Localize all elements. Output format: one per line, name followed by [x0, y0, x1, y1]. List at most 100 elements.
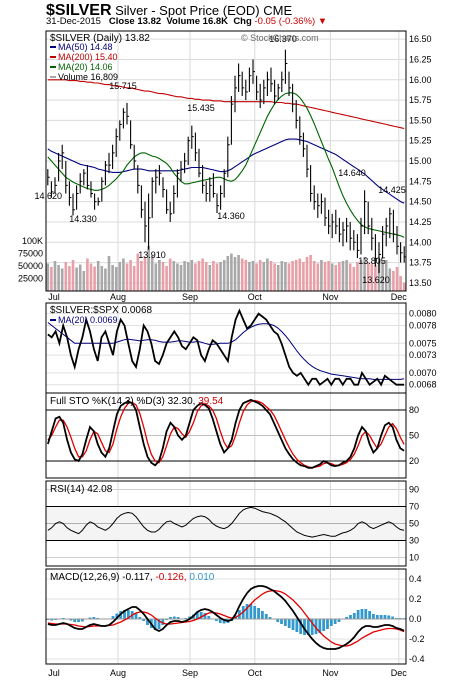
volume-bar: [280, 261, 284, 291]
macd-histogram-bar: [391, 616, 394, 619]
volume-bar: [269, 261, 273, 291]
volume-bar: [237, 255, 240, 291]
ma50-line: [47, 138, 405, 204]
macd-histogram-bar: [372, 614, 375, 619]
close-value: 13.82: [137, 16, 162, 27]
volume-bar: [258, 260, 262, 291]
ratio-panel-title: $SILVER:$SPX 0.0068: [50, 305, 153, 316]
volume-bar: [122, 258, 125, 291]
macd-histogram-bar: [146, 619, 149, 625]
volume-bar: [114, 267, 118, 291]
volume-bar: [204, 262, 208, 291]
macd-histogram-bar: [345, 617, 349, 619]
header-line-1: $SILVER Silver - Spot Price (EOD) CME: [46, 2, 292, 20]
volume-bar: [291, 261, 294, 291]
month-label-bottom: Aug: [110, 668, 126, 678]
macd-histogram-bar: [176, 617, 180, 619]
macd-histogram-bar: [295, 619, 299, 632]
price-annotation: 15.715: [109, 81, 137, 91]
volume-bar: [46, 263, 50, 291]
macd-histogram-bar: [260, 611, 264, 619]
month-label: Aug: [110, 292, 126, 302]
macd-histogram-bar: [257, 608, 260, 619]
volume-bar: [266, 258, 269, 291]
rsi-tick-label: 70: [409, 502, 419, 512]
price-tick-label: 16.00: [409, 75, 432, 85]
volume-bar: [226, 256, 230, 291]
macd-histogram-bar: [303, 619, 306, 635]
macd-histogram-bar: [276, 619, 280, 622]
macd-histogram-bar: [161, 619, 165, 625]
macd-histogram-bar: [73, 619, 77, 622]
volume-bar: [143, 257, 147, 291]
macd-histogram-bar: [379, 615, 383, 619]
volume-bar: [86, 258, 89, 291]
price-panel-title: $SILVER (Daily) 13.82: [50, 33, 150, 44]
volume-bar: [305, 257, 309, 291]
macd-histogram-bar: [283, 619, 287, 626]
macd-histogram-bar: [138, 617, 142, 619]
volume-bar: [312, 261, 316, 291]
macd-histogram-bar: [115, 613, 119, 619]
volume-bar: [183, 261, 186, 291]
price-legend-item: MA(20) 14.06: [58, 62, 113, 72]
volume-bar: [129, 260, 132, 291]
ratio-line: [47, 308, 405, 387]
volume-bar: [341, 261, 345, 291]
macd-histogram-bar: [195, 612, 199, 619]
price-tick-label: 15.75: [409, 95, 432, 105]
volume-bar: [60, 268, 64, 291]
macd-histogram-bar: [356, 610, 360, 619]
macd-histogram-bar: [360, 609, 364, 619]
volume-bar: [251, 261, 255, 291]
ratio-ma20-line: [47, 322, 405, 380]
volume-bar: [370, 263, 374, 291]
volume-bar: [208, 265, 212, 291]
volume-bar: [302, 262, 305, 291]
volume-bar: [248, 262, 251, 291]
volume-bar: [345, 260, 348, 291]
price-panel-frame: [45, 30, 407, 292]
macd-histogram-bar: [203, 613, 207, 619]
price-tick-label: 13.50: [409, 278, 432, 288]
volume-bar: [298, 258, 302, 291]
volume-bar: [399, 276, 402, 291]
price-annotation: 14.620: [34, 191, 62, 201]
rsi-tick-label: 90: [409, 485, 419, 495]
macd-histogram-bar: [153, 619, 157, 630]
ratio-tick-label: 0.0075: [409, 338, 437, 348]
macd-panel-title: MACD(12,26,9) -0.117, -0.126, 0.010: [50, 572, 215, 583]
price-annotation: 15.435: [187, 103, 215, 113]
volume-bar: [75, 267, 78, 291]
price-annotation: 13.910: [138, 250, 166, 260]
volume-bar: [320, 260, 323, 291]
macd-histogram-bar: [188, 616, 192, 619]
price-tick-label: 16.50: [409, 34, 432, 44]
volume-bar: [82, 271, 86, 291]
macd-histogram-bar: [299, 619, 303, 634]
macd-histogram-bar: [314, 619, 318, 634]
price-tick-label: 15.50: [409, 115, 432, 125]
macd-histogram-bar: [245, 604, 249, 619]
macd-histogram-bar: [287, 619, 291, 628]
macd-histogram-bar: [50, 619, 54, 621]
volume-bar: [71, 260, 75, 291]
volume-bar: [150, 255, 154, 291]
macd-histogram-bar: [134, 613, 138, 619]
ratio-tick-label: 0.0073: [409, 350, 437, 360]
macd-line: [47, 585, 405, 650]
macd-histogram-bar: [169, 617, 172, 619]
volume-label: Volume: [166, 16, 201, 27]
volume-bar: [107, 256, 111, 291]
volume-bar: [176, 263, 179, 291]
month-label: Oct: [248, 292, 263, 302]
volume-bar: [161, 262, 165, 291]
price-annotation: 14.640: [338, 168, 366, 178]
chg-label: Chg: [233, 16, 252, 27]
volume-bar: [136, 253, 140, 291]
month-label: Jul: [48, 292, 60, 302]
price-legend-item: Volume 16,809: [58, 72, 118, 82]
price-annotation: 14.330: [69, 214, 97, 224]
stoch-tick-label: 20: [409, 456, 419, 466]
